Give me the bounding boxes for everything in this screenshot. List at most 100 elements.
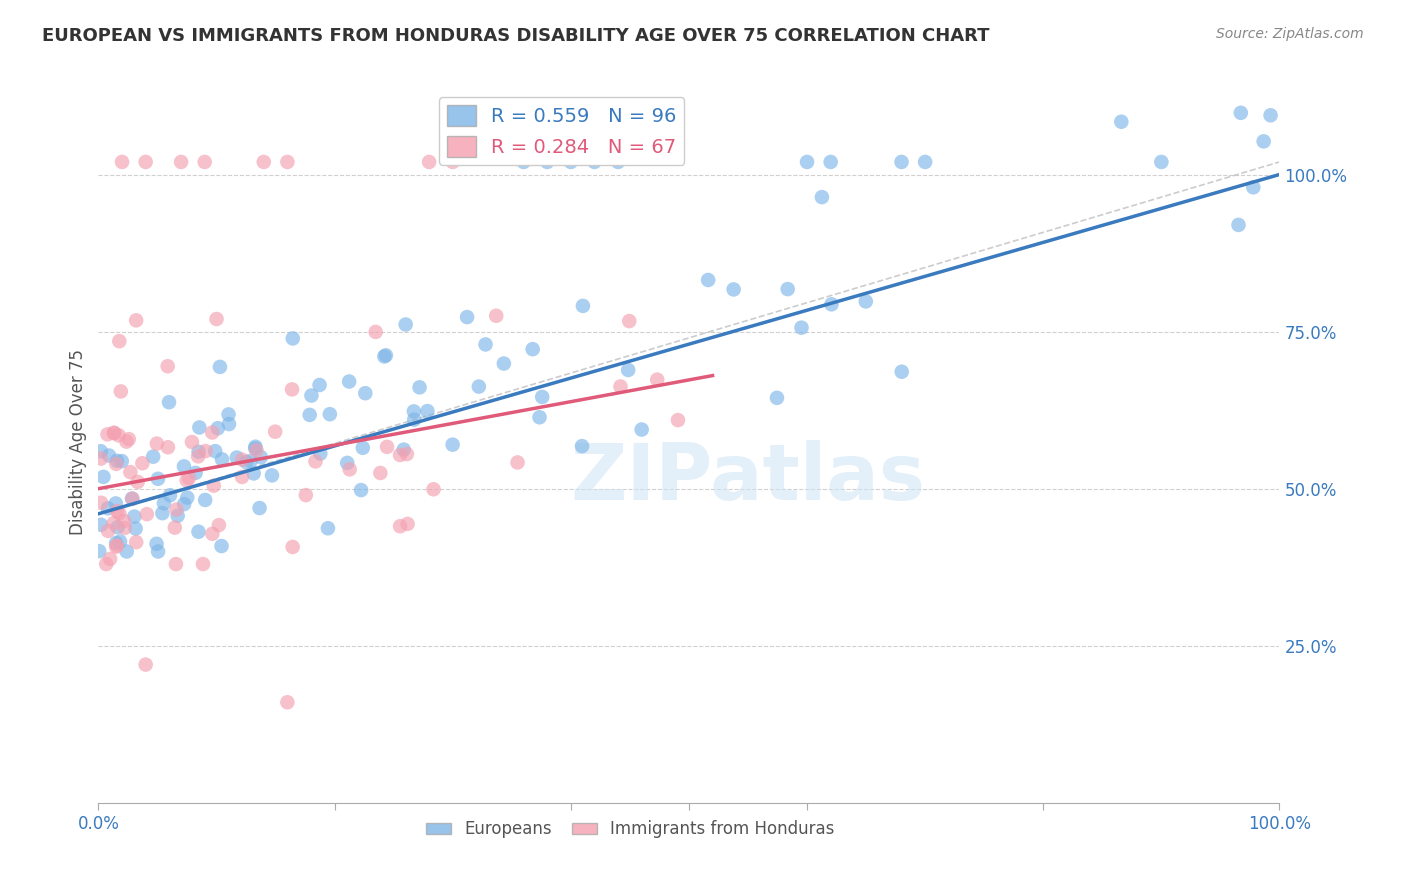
Point [108, 334, 131, 348]
Point [811, 190, 834, 204]
Point [135, 657, 157, 672]
Point [645, 373, 668, 387]
Point [249, 501, 271, 516]
Point [146, 436, 169, 450]
Point [309, 446, 332, 460]
Point [370, 466, 392, 480]
Point [120, 465, 142, 479]
Point [176, 473, 198, 487]
Point [103, 426, 125, 441]
Point [456, 310, 478, 324]
Point [194, 155, 217, 169]
Point [187, 524, 209, 539]
Point [422, 483, 444, 497]
Point [304, 454, 326, 468]
Point [98, 449, 121, 463]
Point [125, 535, 148, 549]
Point [485, 309, 508, 323]
Point [295, 488, 318, 502]
Point [90, 444, 112, 458]
Point [105, 538, 128, 552]
Point [131, 456, 153, 470]
Point [157, 395, 180, 409]
Point [281, 383, 304, 397]
Point [142, 450, 165, 464]
Point [181, 435, 204, 450]
Point [404, 412, 426, 426]
Point [107, 520, 129, 534]
Point [114, 521, 136, 535]
Point [208, 359, 231, 374]
Point [820, 297, 842, 311]
Point [492, 357, 515, 371]
Point [529, 410, 551, 425]
Point [111, 155, 134, 169]
Point [1241, 180, 1264, 194]
Point [1230, 105, 1253, 120]
Point [188, 420, 211, 434]
Point [316, 521, 339, 535]
Point [90, 517, 112, 532]
Point [350, 483, 373, 497]
Point [389, 448, 412, 462]
Point [364, 325, 387, 339]
Point [402, 404, 425, 418]
Point [242, 467, 264, 481]
Point [820, 155, 842, 169]
Point [352, 441, 374, 455]
Point [281, 331, 304, 345]
Point [776, 282, 799, 296]
Point [121, 491, 143, 506]
Point [207, 421, 229, 435]
Point [127, 475, 149, 489]
Point [441, 155, 464, 169]
Point [260, 468, 283, 483]
Point [395, 447, 418, 461]
Point [211, 452, 233, 467]
Point [107, 428, 129, 442]
Point [666, 413, 689, 427]
Point [408, 380, 430, 394]
Point [354, 386, 377, 401]
Point [766, 391, 789, 405]
Point [512, 155, 534, 169]
Point [245, 440, 267, 454]
Point [150, 506, 173, 520]
Point [93, 470, 115, 484]
Point [187, 444, 209, 458]
Point [239, 454, 262, 468]
Point [373, 350, 395, 364]
Point [336, 456, 359, 470]
Point [619, 314, 641, 328]
Point [156, 359, 179, 374]
Point [890, 365, 912, 379]
Point [218, 408, 240, 422]
Point [177, 471, 200, 485]
Point [173, 459, 195, 474]
Point [276, 155, 298, 169]
Point [115, 544, 138, 558]
Point [194, 493, 217, 508]
Point [159, 488, 181, 502]
Point [506, 455, 529, 469]
Point [301, 388, 323, 402]
Point [163, 520, 186, 534]
Point [1227, 218, 1250, 232]
Point [890, 155, 912, 169]
Point [375, 440, 398, 454]
Point [337, 375, 360, 389]
Point [194, 444, 217, 458]
Point [225, 450, 247, 465]
Point [1111, 114, 1133, 128]
Point [339, 462, 361, 476]
Point [536, 155, 558, 169]
Point [395, 318, 418, 332]
Point [208, 518, 231, 533]
Point [218, 417, 240, 431]
Point [1253, 134, 1275, 148]
Point [630, 423, 652, 437]
Point [264, 425, 287, 439]
Point [105, 536, 128, 550]
Point [235, 455, 257, 469]
Point [396, 516, 419, 531]
